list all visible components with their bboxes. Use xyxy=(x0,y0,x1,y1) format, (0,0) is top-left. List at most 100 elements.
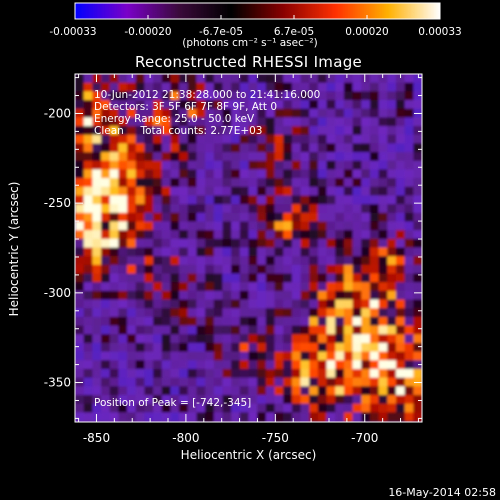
image-pixel xyxy=(326,186,336,197)
image-pixel xyxy=(109,247,119,257)
image-pixel xyxy=(127,273,137,283)
image-pixel xyxy=(170,134,180,144)
image-pixel xyxy=(75,282,85,292)
image-pixel xyxy=(387,195,397,205)
image-pixel xyxy=(196,325,206,335)
image-pixel xyxy=(187,117,198,127)
image-pixel xyxy=(75,91,85,101)
image-pixel xyxy=(196,195,206,205)
image-pixel xyxy=(213,386,224,396)
image-pixel xyxy=(265,91,276,101)
image-pixel xyxy=(326,290,336,301)
image-pixel xyxy=(300,117,310,127)
image-pixel xyxy=(92,299,102,309)
image-pixel xyxy=(300,247,310,257)
image-pixel xyxy=(413,334,422,344)
image-pixel xyxy=(404,212,414,223)
image-pixel xyxy=(83,342,93,353)
image-pixel xyxy=(109,377,119,387)
image-pixel xyxy=(144,247,154,257)
image-pixel xyxy=(239,178,250,188)
image-pixel xyxy=(369,204,380,214)
image-pixel xyxy=(274,74,284,84)
image-pixel xyxy=(239,100,250,110)
image-pixel xyxy=(257,412,267,422)
image-pixel xyxy=(187,108,198,118)
image-pixel xyxy=(109,117,119,127)
image-pixel xyxy=(317,308,328,318)
image-pixel xyxy=(135,256,145,266)
image-pixel xyxy=(187,299,198,309)
image-pixel xyxy=(248,178,258,188)
image-pixel xyxy=(101,117,111,127)
image-pixel xyxy=(135,230,145,240)
image-pixel xyxy=(309,403,319,413)
image-pixel xyxy=(387,360,397,370)
image-pixel xyxy=(317,316,328,327)
image-pixel xyxy=(231,403,241,413)
image-pixel xyxy=(283,342,293,353)
image-pixel xyxy=(231,186,241,197)
image-pixel xyxy=(213,74,224,84)
image-pixel xyxy=(170,238,180,249)
image-pixel xyxy=(213,152,224,162)
image-pixel xyxy=(361,368,371,379)
image-pixel xyxy=(283,247,293,257)
image-pixel xyxy=(239,74,250,84)
image-pixel xyxy=(144,160,154,171)
image-pixel xyxy=(404,152,414,162)
y-tick-label: -200 xyxy=(44,106,71,120)
image-pixel xyxy=(378,299,388,309)
image-pixel xyxy=(109,178,119,188)
image-pixel xyxy=(109,91,119,101)
image-pixel xyxy=(170,100,180,110)
image-pixel xyxy=(413,290,422,301)
image-pixel xyxy=(274,394,284,405)
image-pixel xyxy=(369,386,380,396)
image-pixel xyxy=(83,256,93,266)
image-pixel xyxy=(118,186,128,197)
image-pixel xyxy=(317,143,328,153)
image-pixel xyxy=(248,238,258,249)
image-pixel xyxy=(144,316,154,327)
image-pixel xyxy=(153,212,163,223)
image-pixel xyxy=(92,152,102,162)
image-pixel xyxy=(317,230,328,240)
image-pixel xyxy=(326,108,336,118)
image-pixel xyxy=(196,152,206,162)
image-pixel xyxy=(257,247,267,257)
image-pixel xyxy=(335,204,345,214)
image-pixel xyxy=(291,152,302,162)
image-pixel xyxy=(335,195,345,205)
image-pixel xyxy=(378,368,388,379)
image-pixel xyxy=(144,308,154,318)
image-pixel xyxy=(309,412,319,422)
image-pixel xyxy=(231,160,241,171)
image-pixel xyxy=(361,403,371,413)
image-pixel xyxy=(283,282,293,292)
image-pixel xyxy=(231,308,241,318)
image-pixel xyxy=(101,316,111,327)
image-pixel xyxy=(170,264,180,275)
image-pixel xyxy=(118,169,128,179)
image-pixel xyxy=(75,351,85,361)
image-pixel xyxy=(291,160,302,171)
image-pixel xyxy=(127,126,137,136)
image-pixel xyxy=(395,178,406,188)
image-pixel xyxy=(196,74,206,84)
image-pixel xyxy=(83,264,93,275)
image-pixel xyxy=(369,212,380,223)
image-pixel xyxy=(274,273,284,283)
image-pixel xyxy=(309,221,319,231)
image-pixel xyxy=(161,143,172,153)
image-pixel xyxy=(265,186,276,197)
image-pixel xyxy=(144,82,154,92)
image-pixel xyxy=(179,342,189,353)
image-pixel xyxy=(144,412,154,422)
image-pixel xyxy=(257,186,267,197)
image-pixel xyxy=(187,74,198,84)
image-pixel xyxy=(283,316,293,327)
image-pixel xyxy=(378,386,388,396)
image-pixel xyxy=(248,264,258,275)
image-pixel xyxy=(109,282,119,292)
